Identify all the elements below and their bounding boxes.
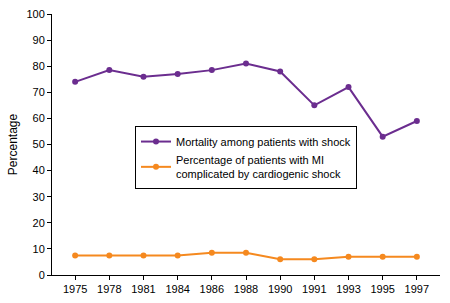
svg-text:Percentage of patients with MI: Percentage of patients with MIcomplicate… (176, 154, 341, 180)
svg-text:40: 40 (33, 164, 45, 176)
svg-text:30: 30 (33, 191, 45, 203)
svg-text:90: 90 (33, 34, 45, 46)
svg-text:70: 70 (33, 86, 45, 98)
svg-text:60: 60 (33, 112, 45, 124)
svg-text:1986: 1986 (200, 283, 224, 295)
svg-text:1991: 1991 (302, 283, 326, 295)
svg-text:20: 20 (33, 217, 45, 229)
svg-text:1975: 1975 (63, 283, 87, 295)
svg-text:1993: 1993 (336, 283, 360, 295)
svg-text:Percentage: Percentage (6, 113, 20, 175)
svg-text:1984: 1984 (165, 283, 189, 295)
svg-text:1995: 1995 (370, 283, 394, 295)
svg-text:100: 100 (26, 8, 44, 20)
svg-text:1988: 1988 (234, 283, 258, 295)
svg-text:Mortality among patients with: Mortality among patients with shock (176, 136, 351, 148)
svg-text:1997: 1997 (405, 283, 429, 295)
svg-text:80: 80 (33, 60, 45, 72)
svg-text:10: 10 (33, 243, 45, 255)
svg-text:1990: 1990 (268, 283, 292, 295)
svg-text:1978: 1978 (97, 283, 121, 295)
svg-text:50: 50 (33, 138, 45, 150)
svg-text:1981: 1981 (131, 283, 155, 295)
svg-text:0: 0 (39, 269, 45, 281)
